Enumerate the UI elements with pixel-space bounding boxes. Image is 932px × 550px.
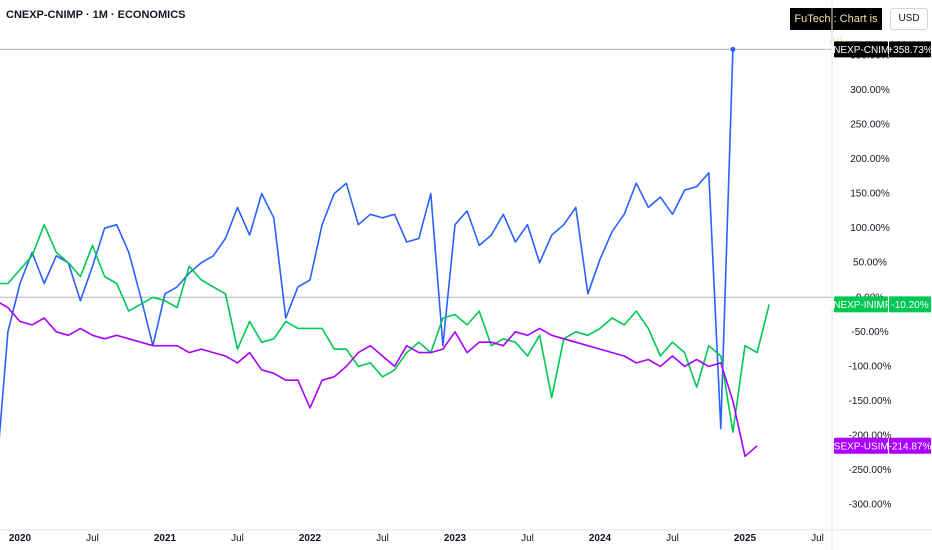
series-last-value: +358.73% xyxy=(887,45,932,56)
y-tick-label: -100.00% xyxy=(849,361,892,372)
y-tick-label: 50.00% xyxy=(853,258,887,269)
x-tick-label: 2024 xyxy=(589,533,612,544)
y-tick-label: 250.00% xyxy=(850,119,890,130)
y-tick-label: 300.00% xyxy=(850,85,890,96)
chart-title: CNEXP-CNIMP · 1M · ECONOMICS xyxy=(6,9,186,21)
series-name: INEXP-INIMP xyxy=(830,300,891,311)
last-value-labels: CNEXP-CNIMP+358.73% INEXP-INIMP -10.20% USE… xyxy=(826,41,932,454)
series-last-value: -10.20% xyxy=(891,300,928,311)
series-name-box xyxy=(834,41,888,58)
series-line-3 xyxy=(0,302,758,458)
series-label-3: USEXP-USIMP-214.87% xyxy=(827,437,932,454)
x-tick-label: Jul xyxy=(521,533,534,544)
x-tick-label: Jul xyxy=(376,533,389,544)
y-tick-label: -300.00% xyxy=(849,500,892,511)
y-axis: 350.00%300.00%250.00%200.00%150.00%100.0… xyxy=(831,0,892,550)
y-tick-label: 150.00% xyxy=(850,189,890,200)
x-tick-label: 2021 xyxy=(154,533,177,544)
series-label-1: CNEXP-CNIMP+358.73% xyxy=(826,41,932,58)
y-tick-label: -200.00% xyxy=(849,431,892,442)
y-tick-label: -250.00% xyxy=(849,465,892,476)
series-name-box xyxy=(834,296,888,313)
series-value-box xyxy=(889,437,931,454)
x-tick-label: 2023 xyxy=(444,533,467,544)
series-last-value: -214.87% xyxy=(889,441,932,452)
series-line-1 xyxy=(0,49,734,439)
series-name-box xyxy=(834,437,888,454)
y-tick-label: 100.00% xyxy=(850,223,890,234)
x-tick-label: Jul xyxy=(231,533,244,544)
series-name: CNEXP-CNIMP xyxy=(826,45,896,56)
last-value-point xyxy=(730,46,736,52)
series-name: USEXP-USIMP xyxy=(827,441,896,452)
y-tick-label: 200.00% xyxy=(850,154,890,165)
series-value-box xyxy=(889,296,931,313)
x-tick-label: Jul xyxy=(666,533,679,544)
x-tick-label: 2022 xyxy=(299,533,322,544)
series-line-2 xyxy=(0,223,770,433)
x-tick-label: 2020 xyxy=(9,533,32,544)
y-tick-label: -50.00% xyxy=(851,327,888,338)
x-tick-label: Jul xyxy=(811,533,824,544)
series-value-box xyxy=(889,41,931,58)
y-tick-label: -150.00% xyxy=(849,396,892,407)
x-tick-label: 2025 xyxy=(734,533,757,544)
series-label-2: INEXP-INIMP -10.20% xyxy=(830,296,931,313)
x-axis: 2020 Jul 2021 Jul 2022 Jul 2023 Jul 2024 Jul 2025 J… xyxy=(0,529,932,544)
series-layer xyxy=(0,46,832,458)
x-tick-label: Jul xyxy=(86,533,99,544)
currency-button[interactable]: USD xyxy=(890,8,928,30)
